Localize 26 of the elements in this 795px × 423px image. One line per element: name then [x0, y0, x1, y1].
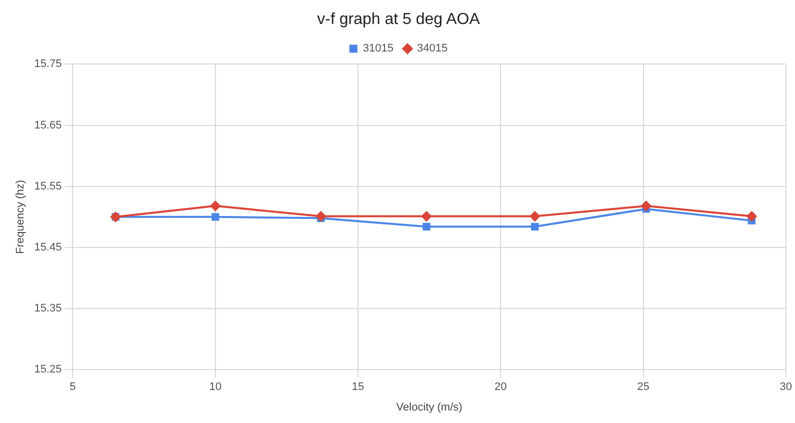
point: [746, 211, 757, 222]
y-tick-label: 15.45: [34, 241, 62, 254]
point: [641, 200, 652, 211]
y-tick-label: 15.25: [34, 364, 62, 376]
x-tick-label: 20: [494, 381, 507, 394]
y-tick-label: 15.35: [34, 302, 62, 315]
x-tick-label: 15: [352, 381, 364, 394]
point: [210, 200, 220, 211]
y-axis-title: Frequency (hz): [14, 180, 27, 254]
x-tick-label: 30: [780, 381, 792, 394]
point: [316, 211, 326, 222]
chart-title: v-f graph at 5 deg AOA: [317, 11, 480, 28]
point: [212, 213, 220, 221]
x-tick-label: 10: [209, 381, 222, 394]
x-axis-title: Velocity (m/s): [396, 401, 462, 414]
x-tick-label: 25: [637, 381, 650, 394]
y-tick-label: 15.65: [34, 119, 62, 132]
legend-label: 34015: [417, 42, 448, 55]
y-tick-label: 15.55: [34, 180, 62, 192]
y-tick-label: 15.75: [34, 58, 62, 70]
legend-label: 31015: [362, 42, 394, 55]
point: [531, 222, 539, 230]
x-tick-label: 5: [70, 381, 76, 394]
point: [421, 211, 432, 222]
point: [422, 222, 430, 230]
point: [530, 211, 540, 222]
